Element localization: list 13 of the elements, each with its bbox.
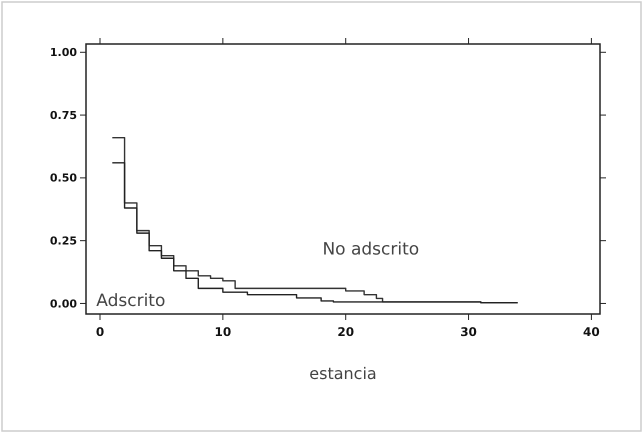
y-tick-label: 0.75: [50, 108, 77, 122]
y-tick-label: 0.00: [50, 297, 78, 310]
x-tick-label: 30: [460, 325, 477, 339]
x-axis-title: estancia: [309, 364, 377, 383]
x-tick-label: 0: [96, 325, 104, 339]
x-tick-label: 10: [214, 325, 232, 339]
y-tick-label: 0.50: [50, 172, 78, 185]
y-tick-label: 1.00: [50, 46, 78, 60]
y-tick-label: 0.25: [50, 234, 77, 248]
x-tick-label: 40: [583, 325, 600, 339]
x-tick-label: 20: [337, 325, 354, 339]
series-label: No adscrito: [322, 240, 420, 260]
series-label: Adscrito: [96, 290, 166, 311]
